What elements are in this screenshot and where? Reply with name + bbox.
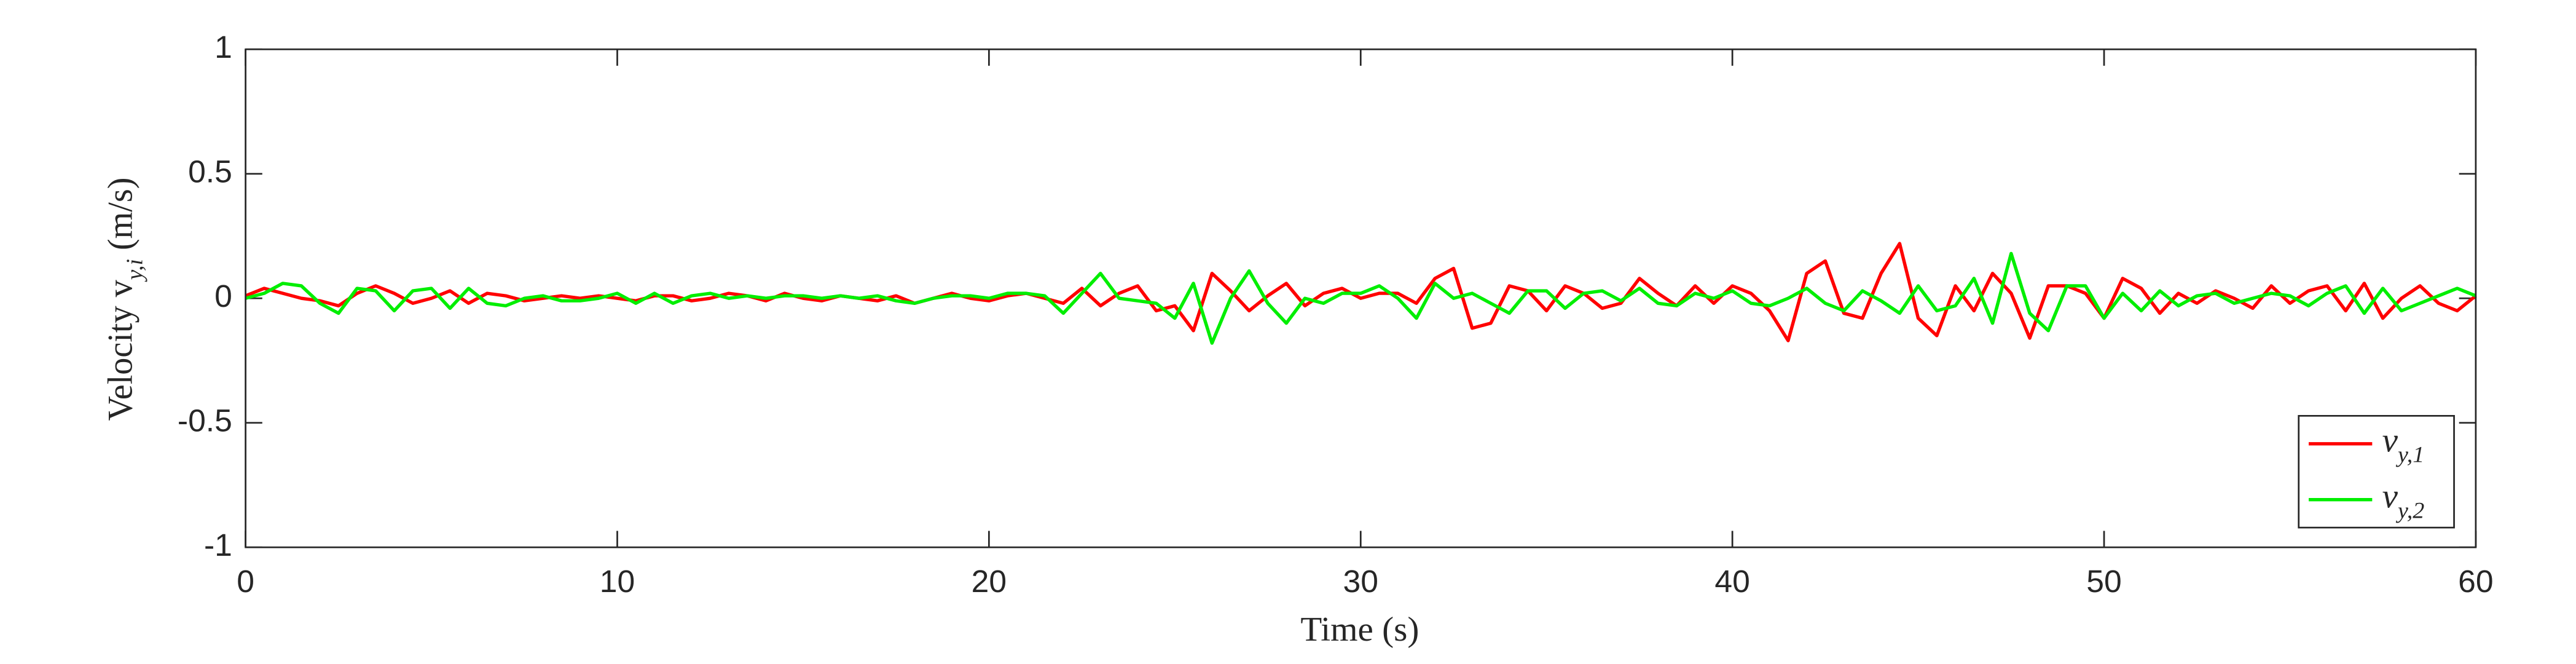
x-tick-label: 60	[2458, 564, 2493, 599]
x-tick-label: 20	[972, 564, 1007, 599]
legend-box	[2298, 415, 2455, 529]
y-tick-label: -0.5	[178, 403, 232, 438]
legend-label: vy,1	[2382, 422, 2425, 467]
x-tick-label: 30	[1343, 564, 1378, 599]
y-tick-label: 0	[214, 279, 232, 314]
x-axis-label: Time (s)	[1300, 611, 1419, 648]
y-axis-label: Velocity vy,i (m/s)	[101, 178, 147, 421]
legend-label: vy,2	[2382, 478, 2425, 523]
plot-frame	[245, 48, 2477, 548]
x-tick-label: 10	[600, 564, 635, 599]
x-tick-label: 40	[1714, 564, 1749, 599]
x-tick-label: 0	[237, 564, 254, 599]
y-tick-label: -1	[204, 528, 232, 563]
y-tick-label: 0.5	[188, 154, 232, 189]
x-tick-label: 50	[2086, 564, 2121, 599]
y-tick-label: 1	[214, 30, 232, 65]
data-line	[245, 251, 2476, 345]
